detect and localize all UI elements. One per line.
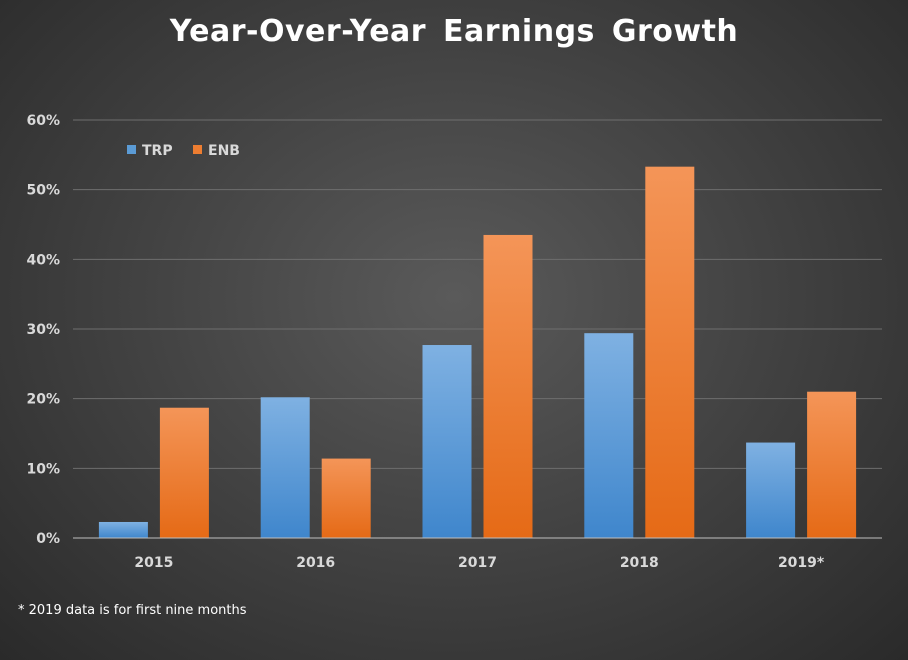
x-tick-label: 2016	[296, 555, 335, 571]
axis-layer: 0% 10% 20% 30% 40% 50% 60% 2015 2016 2017 2018 2019…	[26, 113, 882, 571]
y-tick-label: 40%	[26, 252, 60, 268]
bar-enb-2019	[807, 391, 857, 538]
bar-enb-2016	[321, 458, 371, 538]
footnote: * 2019 data is for first nine months	[18, 603, 247, 618]
x-tick-label: 2017	[458, 555, 497, 571]
legend-label-enb: ENB	[208, 143, 240, 159]
bar-enb-2018	[645, 166, 695, 538]
chart-title: Year-Over-Year Earnings Growth	[169, 14, 739, 49]
y-tick-label: 0%	[36, 531, 60, 547]
bar-trp-2015	[98, 521, 148, 538]
x-tick-label: 2018	[620, 555, 659, 571]
bar-enb-2015	[159, 407, 209, 538]
y-tick-label: 30%	[26, 322, 60, 338]
legend: TRP ENB	[127, 143, 240, 159]
y-tick-label: 50%	[26, 183, 60, 199]
bar-trp-2019	[746, 442, 796, 538]
y-tick-label: 60%	[26, 113, 60, 129]
x-tick-label: 2019*	[778, 555, 825, 571]
legend-label-trp: TRP	[142, 143, 173, 159]
bar-enb-2017	[483, 234, 533, 538]
y-tick-label: 10%	[26, 461, 60, 477]
y-tick-label: 20%	[26, 392, 60, 408]
legend-swatch-trp	[127, 145, 136, 154]
bar-trp-2017	[422, 345, 472, 538]
x-tick-label: 2015	[134, 555, 173, 571]
bar-trp-2016	[260, 397, 310, 538]
legend-swatch-enb	[193, 145, 202, 154]
bars-layer	[98, 166, 857, 538]
bar-trp-2018	[584, 333, 634, 538]
